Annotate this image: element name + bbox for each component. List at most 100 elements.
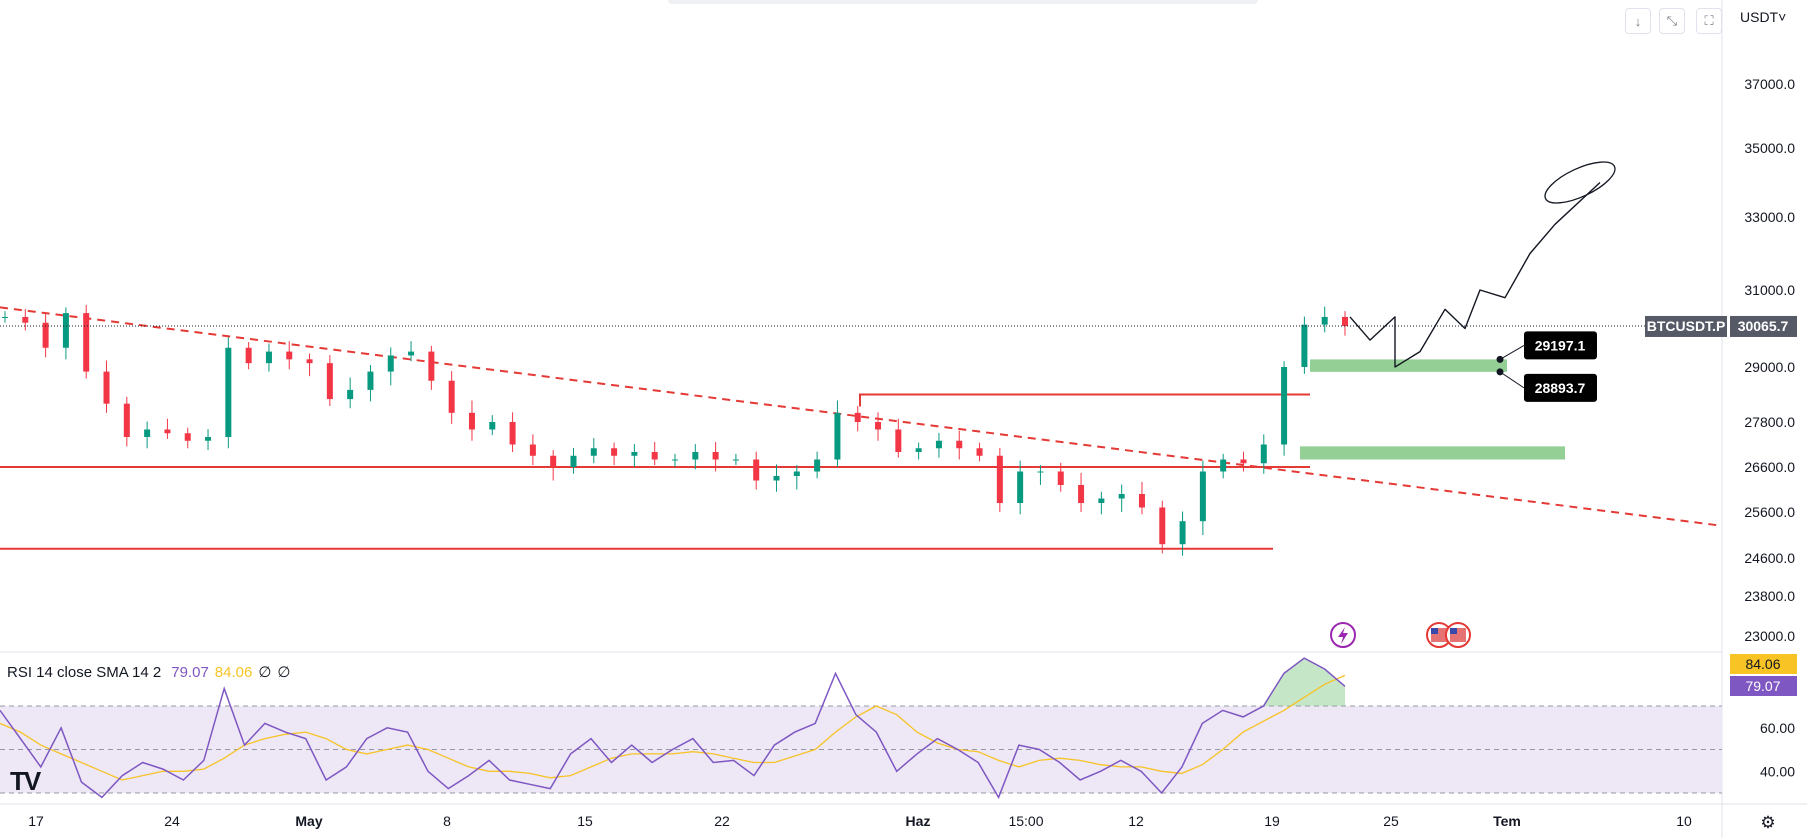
candle-body	[83, 313, 90, 372]
price-tick-label: 31000.0	[1744, 282, 1795, 298]
candle-body	[1057, 471, 1064, 485]
candle-body	[550, 455, 557, 467]
candle-body	[1342, 316, 1348, 326]
rsi-value-tag-bg	[1730, 676, 1797, 696]
candle-body	[712, 452, 719, 460]
us-flag-canton	[1450, 628, 1457, 634]
candle-body	[468, 412, 475, 430]
time-tick-label: Haz	[906, 813, 931, 829]
candle-body	[387, 355, 394, 372]
candle-body	[1159, 507, 1166, 545]
candle-body	[611, 448, 618, 456]
candle-body	[245, 347, 252, 364]
candle-body	[692, 452, 699, 460]
candle-body	[428, 351, 435, 381]
price-tick-label: 24600.0	[1744, 550, 1795, 566]
candle-body	[1078, 485, 1085, 503]
time-tick-label: 8	[443, 813, 451, 829]
candle-body	[814, 459, 821, 472]
candle-body	[1281, 367, 1288, 445]
zone-price-label: 28893.7	[1535, 380, 1586, 396]
candle-body	[265, 351, 272, 364]
collapse-icon[interactable]: ⤡	[1659, 8, 1685, 34]
candle-body	[1098, 498, 1105, 503]
candle-body	[590, 448, 597, 456]
price-tick-label: 23000.0	[1744, 628, 1795, 644]
symbol-tag: BTCUSDT.P	[1647, 318, 1726, 334]
candle-body	[672, 459, 678, 461]
time-tick-label: 15	[577, 813, 593, 829]
candle-body	[306, 359, 313, 364]
price-tick-label: 23800.0	[1744, 588, 1795, 604]
rsi-line	[0, 657, 1346, 800]
candle-body	[1260, 444, 1267, 464]
price-tick-label: 26600.0	[1744, 459, 1795, 475]
candle-body	[1321, 316, 1328, 325]
projection-scribble	[1544, 161, 1616, 204]
candle-body	[103, 371, 110, 404]
sma-line	[0, 674, 1346, 781]
candle-body	[935, 440, 942, 449]
zone-price-label-bg	[1524, 373, 1597, 402]
candle-body	[408, 351, 415, 356]
candle-body	[489, 422, 496, 430]
demand-zone-lower	[1300, 446, 1565, 460]
price-tick-label: 25600.0	[1744, 504, 1795, 520]
candle-body	[529, 444, 536, 456]
rsi-legend-extra1: ∅	[258, 664, 272, 681]
lightning-glyph	[1338, 627, 1348, 644]
candle-body	[915, 448, 922, 452]
candle-body	[753, 459, 760, 481]
currency-selector[interactable]: USDT˅	[1740, 9, 1787, 25]
zone-price-label-bg	[1524, 331, 1597, 360]
time-tick-label: 22	[714, 813, 730, 829]
candle-body	[1017, 471, 1024, 503]
last-price-tag: 30065.7	[1738, 318, 1789, 334]
rsi-tick-label: 40.00	[1760, 763, 1795, 779]
symbol-tag-bg	[1645, 315, 1727, 337]
candle-body	[631, 452, 638, 456]
candle-body	[793, 471, 800, 476]
zone-label-leader	[1499, 344, 1525, 360]
candle-body	[875, 422, 882, 430]
candle-body	[1179, 521, 1186, 545]
candle-body	[1199, 471, 1206, 522]
candle-body	[326, 363, 333, 400]
candle-body	[62, 313, 69, 348]
gear-icon[interactable]: ⚙	[1760, 813, 1776, 832]
rsi-value-tag: 79.07	[1745, 678, 1780, 694]
candle-body	[205, 437, 212, 441]
price-tick-label: 37000.0	[1744, 76, 1795, 92]
candles-group	[2, 305, 1348, 556]
candle-body	[164, 429, 171, 434]
time-tick-label: 24	[164, 813, 180, 829]
rsi-overbought-fill	[1263, 658, 1345, 706]
projection-sketch	[1349, 181, 1601, 368]
candle-body	[347, 389, 354, 400]
candle-body	[732, 459, 739, 461]
candle-body	[2, 316, 8, 318]
zone-price-label: 29197.1	[1535, 337, 1586, 353]
candle-body	[1240, 459, 1247, 464]
rsi-value-tag: 84.06	[1745, 656, 1780, 672]
candle-body	[834, 412, 841, 460]
candle-body	[509, 422, 516, 445]
rsi-legend-extra2: ∅	[277, 664, 291, 681]
resistance-line	[859, 393, 1310, 407]
rsi-legend-rsi-value: 79.07	[171, 664, 209, 681]
candle-body	[956, 440, 963, 449]
candle-body	[286, 351, 293, 360]
candle-body	[895, 429, 902, 452]
candle-body	[1220, 459, 1227, 472]
demand-zone-upper	[1310, 359, 1507, 372]
fullscreen-icon[interactable]: ⛶	[1696, 8, 1722, 34]
time-tick-label: 12	[1128, 813, 1144, 829]
candle-body	[22, 316, 29, 323]
top-drag-handle[interactable]	[668, 0, 1258, 4]
candle-body	[367, 371, 374, 390]
rsi-value-tag-bg	[1730, 654, 1797, 674]
arrow-down-icon[interactable]: ↓	[1625, 8, 1651, 34]
candle-body	[1301, 324, 1308, 367]
price-tick-label: 33000.0	[1744, 209, 1795, 225]
